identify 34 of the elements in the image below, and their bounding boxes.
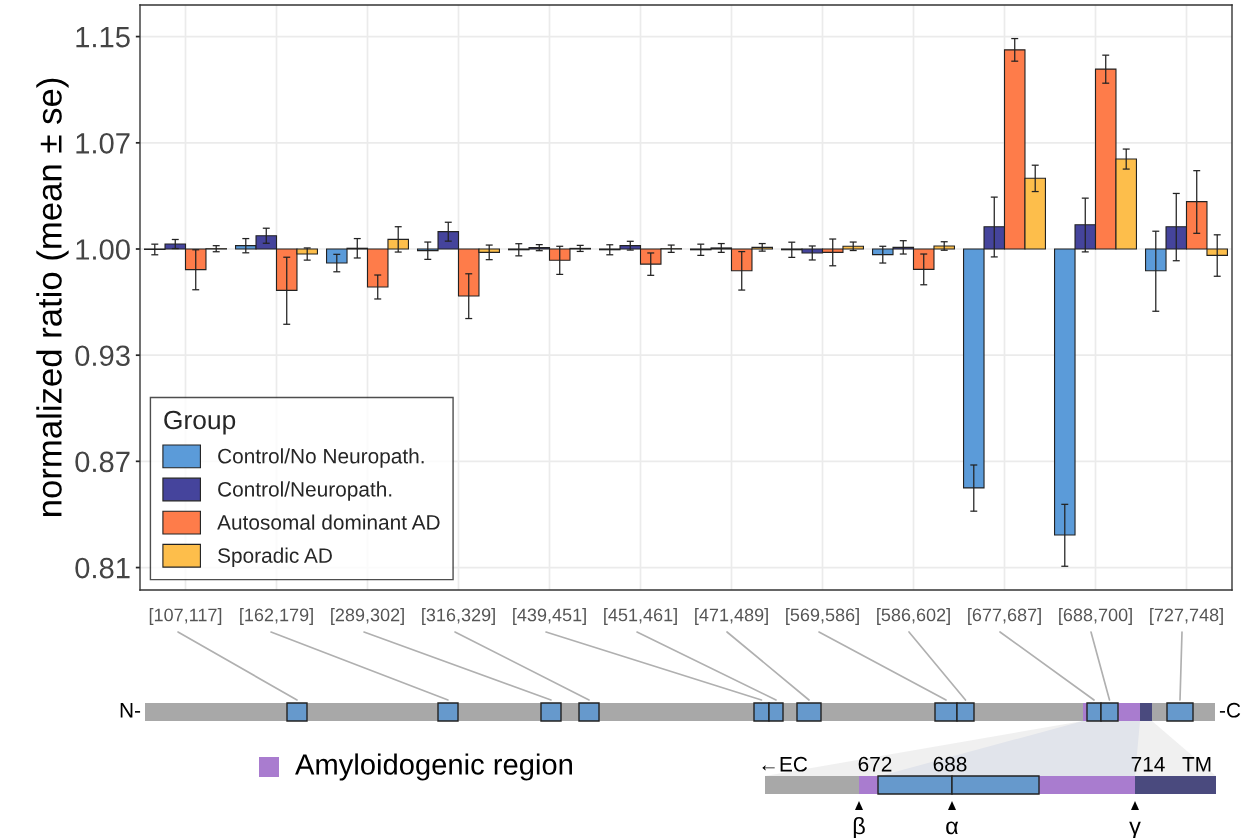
y-tick-label: 1.00 [76,239,130,260]
text: 714 [1131,757,1165,772]
text: -C [1219,702,1241,718]
legend-label: Control/No Neuropath. [218,448,424,468]
y-tick-label: 1.07 [76,133,130,154]
text: γ [1129,821,1141,838]
text: N- [120,703,141,718]
y-tick-label: 0.93 [75,345,130,367]
x-tick-label: [569,586] [786,608,859,625]
text: 672 [858,756,892,772]
legend-label: Autosomal dominant AD [217,514,440,530]
x-tick-label: [316,329] [422,608,495,625]
legend-label: Control/Neuropath. [218,481,392,501]
text: α [946,821,959,835]
x-tick-label: [289,302] [331,608,404,625]
text: TM [1182,757,1211,772]
x-tick-label: [688,700] [1059,608,1132,625]
y-tick-label: 0.81 [75,557,130,579]
x-tick-label: [586,602] [877,608,950,625]
y-axis-title: normalized ratio (mean ± se) [36,78,69,517]
y-tick-label: 1.15 [76,27,130,48]
x-tick-label: [451,461] [604,608,677,625]
legend-title: Group [164,410,236,435]
x-tick-label: [471,489] [695,608,768,625]
x-tick-label: [439,451] [513,608,586,625]
text: 688 [933,756,967,772]
legend-label: Sporadic AD [218,547,332,568]
text: ←EC [762,756,808,772]
x-tick-label: [162,179] [240,608,313,625]
y-tick-label: 0.87 [75,451,130,473]
x-tick-label: [677,687] [968,608,1041,625]
text: Amyloidogenic region [295,753,572,781]
x-tick-label: [727,748] [1150,608,1223,625]
x-tick-label: [107,117] [149,608,222,625]
